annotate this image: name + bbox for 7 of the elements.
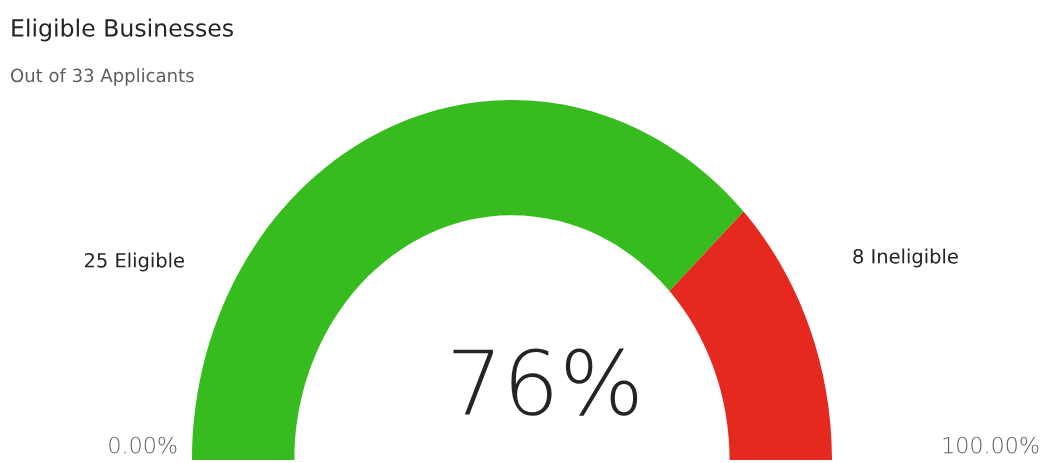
chart-subtitle: Out of 33 Applicants xyxy=(11,68,194,86)
text: 76% xyxy=(453,348,638,416)
text: 100.00% xyxy=(943,436,1039,454)
text: 0.00% xyxy=(109,436,177,454)
slice-label: 8 Ineligible xyxy=(853,248,958,268)
chart-title: Eligible Businesses xyxy=(12,18,233,42)
slice-label: 25 Eligible xyxy=(84,252,184,272)
